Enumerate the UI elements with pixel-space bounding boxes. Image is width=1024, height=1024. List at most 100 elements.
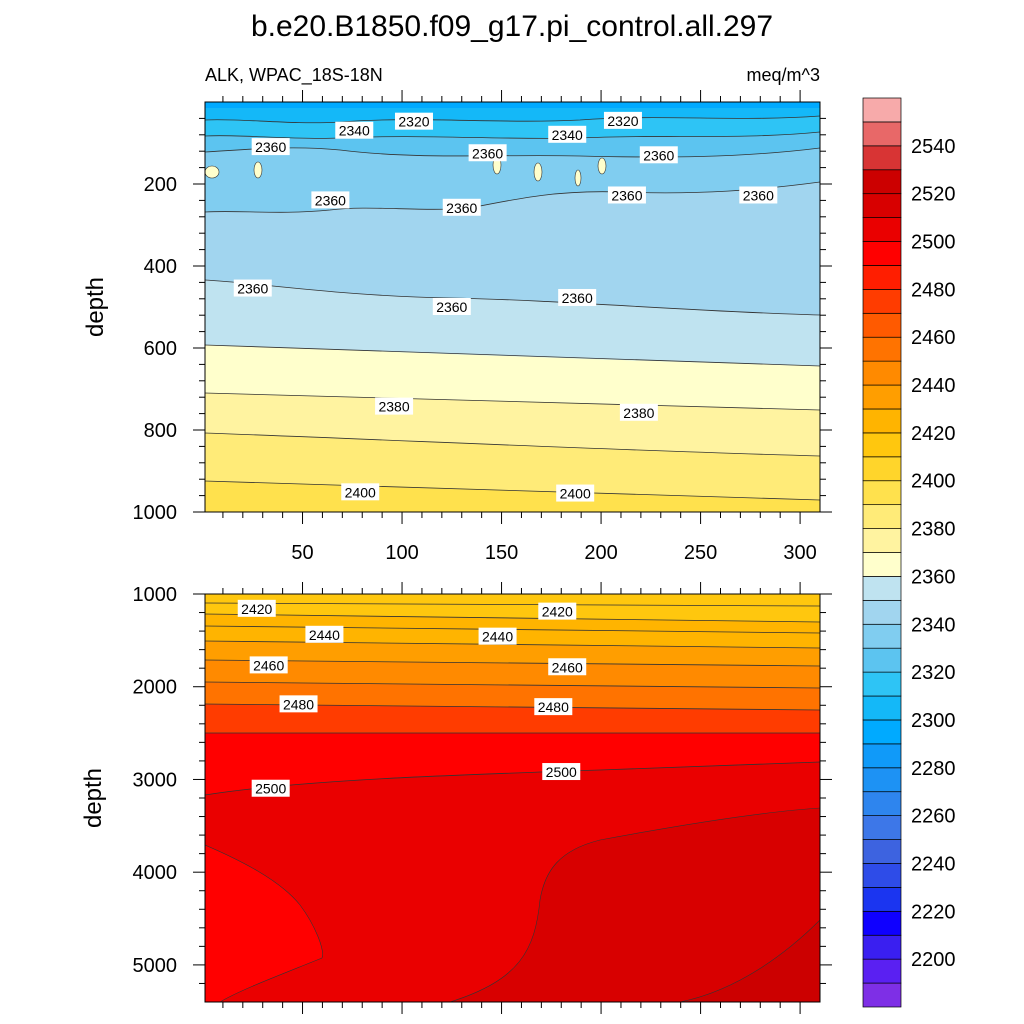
contour-label-bg xyxy=(548,658,587,676)
colorbar: 2200 2220 2240 2260 2280 2300 2320 2340 2360 2380… xyxy=(862,97,956,1008)
contour-label-bg xyxy=(305,625,344,643)
contour-label-group: 2400 xyxy=(556,484,595,502)
contour-label: 2360 xyxy=(643,147,674,163)
contour-line xyxy=(205,115,820,124)
chart-title: b.e20.B1850.f09_g17.pi_control.all.297 xyxy=(251,10,773,43)
contour-label-group: 2480 xyxy=(279,695,318,713)
colorbar-box xyxy=(862,958,902,984)
contour-line xyxy=(205,602,820,607)
colorbar-box xyxy=(862,408,902,434)
colorbar-box xyxy=(862,791,902,816)
contour-label-bg xyxy=(237,599,276,617)
blob xyxy=(597,157,607,175)
contour-label-group: 2440 xyxy=(305,625,344,643)
colorbar-box xyxy=(862,504,902,529)
y-tick-label: 3000 xyxy=(133,769,178,791)
x-tick-label: 100 xyxy=(385,542,418,564)
lower-panel xyxy=(204,593,821,1003)
contour-line xyxy=(205,480,820,501)
contour-label-group: 2340 xyxy=(335,121,374,139)
colorbar-box xyxy=(862,217,902,242)
contour-label-group: 2360 xyxy=(468,144,507,162)
contour-label-bg xyxy=(478,627,517,645)
contour-label: 2360 xyxy=(611,187,642,203)
y-tick-label: 4000 xyxy=(133,862,178,884)
contour-label: 2480 xyxy=(538,699,569,715)
colorbar-box xyxy=(862,456,902,482)
y-tick-label: 400 xyxy=(144,256,177,278)
contour-line xyxy=(205,181,820,213)
contour-line xyxy=(205,432,820,457)
contour-label: 2400 xyxy=(345,484,376,500)
contour-label-group: 2360 xyxy=(558,288,597,306)
colorbar-box xyxy=(862,241,902,266)
colorbar-box xyxy=(862,910,902,936)
contour-label-bg xyxy=(251,779,290,797)
colorbar-box xyxy=(862,599,902,625)
colorbar-box xyxy=(862,934,902,960)
contour-label-group: 2340 xyxy=(548,125,587,143)
contour-label: 2360 xyxy=(255,139,286,155)
colorbar-label: 2480 xyxy=(911,279,956,301)
contour-label-bg xyxy=(341,483,380,501)
contour-label-bg xyxy=(432,298,471,315)
contour-label: 2500 xyxy=(255,781,286,797)
contour-label-bg xyxy=(251,138,290,156)
y-tick-label: 5000 xyxy=(133,955,178,977)
contour-label-bg xyxy=(538,602,577,620)
contour-label-group: 2480 xyxy=(534,698,573,716)
colorbar-box xyxy=(862,169,902,195)
contour-label: 2360 xyxy=(472,145,503,161)
contour-label: 2360 xyxy=(743,187,774,203)
contour-label: 2340 xyxy=(552,127,583,143)
contour-label-bg xyxy=(394,112,433,130)
contour-label: 2460 xyxy=(552,659,583,675)
y-tick-label: 800 xyxy=(144,420,177,442)
contour-label-bg xyxy=(607,186,646,204)
colorbar-label: 2240 xyxy=(911,853,956,875)
y-tick-label: 2000 xyxy=(133,677,178,699)
colorbar-box xyxy=(862,289,902,314)
contour-label-group: 2360 xyxy=(739,186,778,204)
contour-label-group: 2360 xyxy=(607,186,646,204)
colorbar-box xyxy=(862,528,902,553)
colorbar-label: 2200 xyxy=(911,949,956,971)
contour-label-bg xyxy=(639,146,678,164)
contour-label-group: 2320 xyxy=(603,111,642,129)
x-tick-label: 300 xyxy=(783,542,816,564)
contour-label: 2500 xyxy=(546,764,577,780)
variable-label: ALK, WPAC_18S-18N xyxy=(205,65,383,86)
lower-pocket-left xyxy=(205,844,323,1002)
colorbar-box xyxy=(862,576,902,601)
x-tick-label: 150 xyxy=(485,542,518,564)
contour-label: 2360 xyxy=(436,299,467,315)
contour-label-group: 2360 xyxy=(442,198,481,216)
colorbar-label: 2380 xyxy=(911,519,956,541)
contour-label-group: 2500 xyxy=(542,763,581,781)
contour-label-bg xyxy=(619,403,658,421)
contour-label: 2420 xyxy=(241,601,272,617)
contour-label-group: 2380 xyxy=(619,403,658,421)
contour-line xyxy=(205,681,820,689)
colorbar-box xyxy=(862,193,902,218)
colorbar-box xyxy=(862,360,902,386)
contour-label-bg xyxy=(249,656,288,674)
upper-ylabel: depth xyxy=(82,277,109,337)
contour-line xyxy=(205,613,820,623)
contour-label-bg xyxy=(442,198,481,216)
contour-label-bg xyxy=(468,144,507,162)
contour-label-bg xyxy=(548,125,587,143)
colorbar-label: 2460 xyxy=(911,327,956,349)
blob xyxy=(253,161,263,179)
colorbar-box xyxy=(862,982,902,1008)
contour-label-bg xyxy=(603,111,642,129)
colorbar-box xyxy=(862,863,902,888)
y-tick-label: 1000 xyxy=(133,502,178,524)
contour-label-group: 2360 xyxy=(251,138,290,156)
contour-label-group: 2320 xyxy=(394,112,433,130)
colorbar-box xyxy=(862,97,902,123)
contour-label-bg xyxy=(375,397,414,415)
contour-label: 2460 xyxy=(253,657,284,673)
colorbar-label: 2440 xyxy=(911,375,956,397)
